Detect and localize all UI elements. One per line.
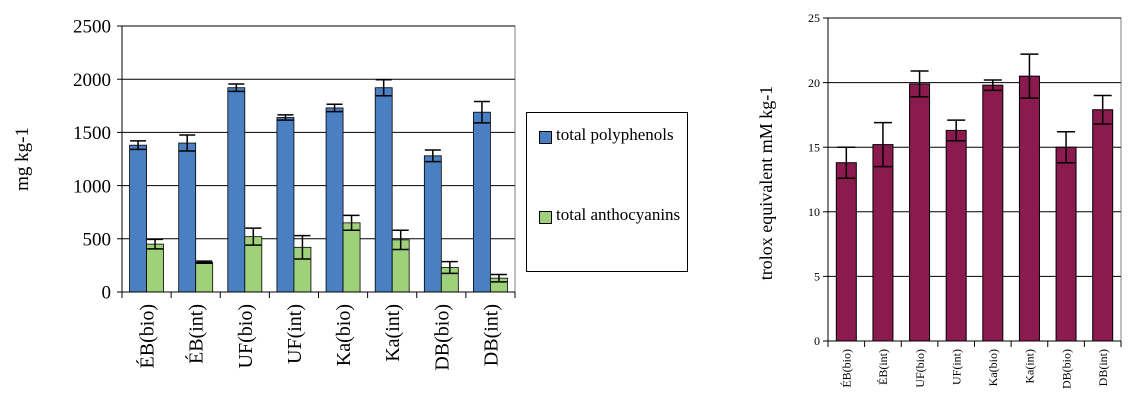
- category-label: Ka(int): [382, 304, 404, 362]
- bar: [835, 162, 857, 342]
- bar: [325, 107, 344, 293]
- bar: [195, 261, 214, 293]
- y-tick-label: 500: [83, 229, 112, 250]
- y-tick-label: 0: [102, 283, 112, 304]
- category-label: UF(bio): [913, 349, 927, 388]
- category-label: DB(bio): [431, 304, 453, 371]
- plot-area-2: [827, 17, 1122, 342]
- y-tick-label: 20: [808, 76, 820, 90]
- category-label: Ka(int): [1023, 349, 1037, 384]
- bar: [423, 155, 442, 293]
- y-tick-label: 5: [814, 270, 820, 284]
- category-label: ÉB(bio): [840, 349, 854, 388]
- polyphenols-chart: 0 500 1000 1500 2000 2500 ÉB(bio) ÉB(int) UF(bi…: [12, 17, 516, 371]
- category-label: UF(int): [284, 304, 306, 364]
- bar: [146, 243, 164, 293]
- y-axis-label-1: mg kg-1: [12, 127, 33, 191]
- category-label: ÉB(int): [876, 349, 890, 385]
- legend-label-polyphenols: total polyphenols: [556, 125, 674, 144]
- bar: [374, 87, 393, 293]
- bar: [1055, 146, 1077, 342]
- legend: total polyphenols total anthocyanins: [526, 112, 688, 272]
- y-tick-label: 2500: [73, 17, 111, 38]
- bar: [473, 111, 491, 293]
- bar: [1092, 109, 1114, 342]
- category-label: DB(int): [1096, 349, 1110, 386]
- y-axis-label-2: trolox equivalent mM kg-1: [756, 86, 776, 280]
- bar: [945, 129, 967, 342]
- category-label: DB(int): [480, 304, 502, 366]
- category-label: DB(bio): [1059, 349, 1073, 389]
- category-label: UF(bio): [235, 304, 257, 368]
- bar: [227, 87, 246, 293]
- y-tick-label: 15: [808, 140, 820, 154]
- trolox-chart: 0 5 10 15 20 25 ÉB(bio) ÉB(int) UF(bio) UF(int) K…: [756, 11, 1122, 389]
- y-tick-label: 0: [814, 334, 820, 348]
- legend-label-anthocyanins: total anthocyanins: [556, 205, 681, 224]
- bar: [276, 117, 295, 293]
- legend-item-anthocyanins: total anthocyanins: [539, 205, 686, 229]
- bar: [178, 142, 197, 293]
- bar: [982, 84, 1004, 342]
- legend-item-polyphenols: total polyphenols: [539, 125, 686, 149]
- category-label: ÉB(int): [185, 304, 208, 364]
- category-label: ÉB(bio): [136, 304, 159, 368]
- y-tick-label: 2000: [73, 70, 111, 91]
- category-label: UF(int): [949, 349, 963, 385]
- bar: [872, 144, 894, 342]
- category-label: Ka(bio): [333, 304, 355, 366]
- bar: [909, 83, 931, 342]
- bar: [1018, 75, 1040, 342]
- y-tick-label: 10: [808, 205, 820, 219]
- legend-swatch-polyphenols: [539, 131, 552, 144]
- bar: [342, 222, 361, 293]
- y-tick-label: 1000: [73, 176, 111, 197]
- category-label: Ka(bio): [986, 349, 1000, 386]
- y-tick-label: 25: [808, 11, 820, 25]
- legend-swatch-anthocyanins: [539, 211, 552, 224]
- bar: [129, 144, 147, 293]
- y-tick-label: 1500: [73, 123, 111, 144]
